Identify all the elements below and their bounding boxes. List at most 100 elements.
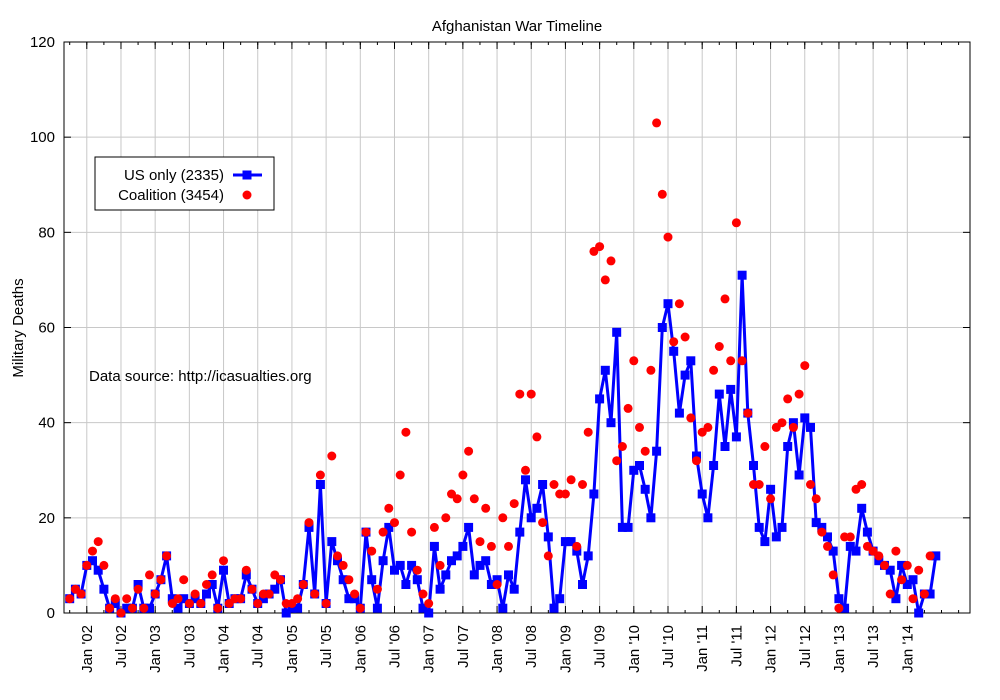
point-us (777, 522, 787, 532)
point-coalition (105, 603, 115, 613)
point-coalition (800, 361, 810, 371)
point-coalition (663, 232, 673, 242)
point-us (532, 503, 542, 513)
point-coalition (475, 537, 485, 547)
point-coalition (880, 560, 889, 570)
point-coalition (435, 560, 445, 570)
point-coalition (401, 427, 411, 437)
point-coalition (190, 589, 200, 599)
point-coalition (606, 256, 616, 266)
point-us (806, 422, 815, 432)
point-coalition (184, 599, 194, 608)
point-us (167, 594, 177, 604)
point-us (498, 603, 508, 613)
point-us (207, 580, 217, 589)
point-us (390, 565, 399, 575)
point-coalition (378, 527, 388, 537)
x-tick-label: Jan '10 (626, 625, 643, 673)
point-us (828, 546, 838, 556)
point-us (293, 603, 303, 613)
point-us (600, 365, 610, 375)
point-us (709, 461, 719, 470)
point-coalition (207, 570, 217, 580)
x-tick-label: Jan '13 (831, 625, 848, 673)
point-us (908, 575, 918, 585)
point-coalition (99, 560, 109, 570)
point-us (110, 599, 120, 608)
point-coalition (595, 242, 605, 252)
x-tick-label: Jul '12 (797, 625, 814, 668)
x-tick-label: Jul '04 (250, 625, 267, 668)
point-us (635, 461, 644, 470)
point-coalition (253, 599, 263, 608)
series-points (65, 118, 941, 618)
legend-box (94, 156, 275, 211)
point-us (99, 584, 109, 594)
point-coalition (509, 499, 519, 509)
point-us (623, 522, 633, 532)
point-us (834, 594, 844, 604)
point-us (680, 370, 690, 380)
point-coalition (219, 556, 228, 566)
point-coalition (652, 118, 662, 128)
x-tick-label: Jan '11 (694, 625, 711, 672)
point-us (492, 575, 502, 585)
point-us (458, 541, 468, 551)
legend-label-coalition: Coalition (3454) (118, 187, 224, 204)
point-us (840, 603, 850, 613)
point-us (794, 470, 804, 480)
point-us (669, 346, 679, 356)
x-tick-label: Jan '04 (216, 625, 233, 673)
point-us (401, 580, 411, 589)
y-axis-label: Military Deaths (10, 278, 27, 377)
point-us (726, 384, 736, 394)
point-us (538, 480, 548, 489)
point-coalition (127, 603, 137, 613)
x-tick-label: Jul '07 (455, 625, 472, 668)
point-coalition (241, 565, 251, 575)
x-tick-label: Jul '06 (386, 625, 403, 668)
point-coalition (390, 518, 399, 528)
point-us (241, 570, 251, 580)
point-us (862, 527, 872, 537)
point-coalition (857, 480, 867, 489)
point-us (560, 537, 570, 547)
y-tick-label: 100 (30, 129, 55, 146)
point-coalition (156, 575, 166, 585)
point-us (652, 446, 662, 456)
point-us (435, 584, 445, 594)
point-us (350, 594, 360, 604)
point-us (606, 418, 616, 428)
point-us (845, 541, 855, 551)
point-coalition (486, 541, 496, 551)
point-coalition (145, 570, 154, 580)
point-coalition (572, 541, 582, 551)
point-us (344, 594, 354, 604)
point-us (504, 570, 513, 580)
point-us (475, 560, 485, 570)
point-us (874, 556, 884, 566)
y-tick-label: 80 (38, 224, 55, 241)
point-us (766, 484, 776, 494)
point-coalition (532, 432, 542, 442)
point-us (811, 518, 821, 528)
point-us (657, 323, 667, 332)
point-us (692, 451, 701, 461)
point-coalition (196, 599, 206, 608)
point-us (486, 580, 496, 589)
point-us (851, 546, 861, 556)
point-us (509, 584, 519, 594)
x-tick-label: Jan '12 (763, 625, 780, 673)
point-us (202, 589, 211, 599)
x-tick-label: Jan '02 (79, 625, 96, 673)
x-tick-label: Jan '06 (352, 625, 369, 673)
point-coalition (566, 475, 576, 485)
point-coalition (720, 294, 730, 304)
point-us (219, 565, 228, 575)
point-us (800, 413, 810, 423)
point-coalition (321, 599, 331, 608)
point-us (372, 603, 382, 613)
point-coalition (669, 337, 679, 347)
x-tick-label: Jan '05 (284, 625, 301, 673)
point-coalition (264, 589, 274, 599)
